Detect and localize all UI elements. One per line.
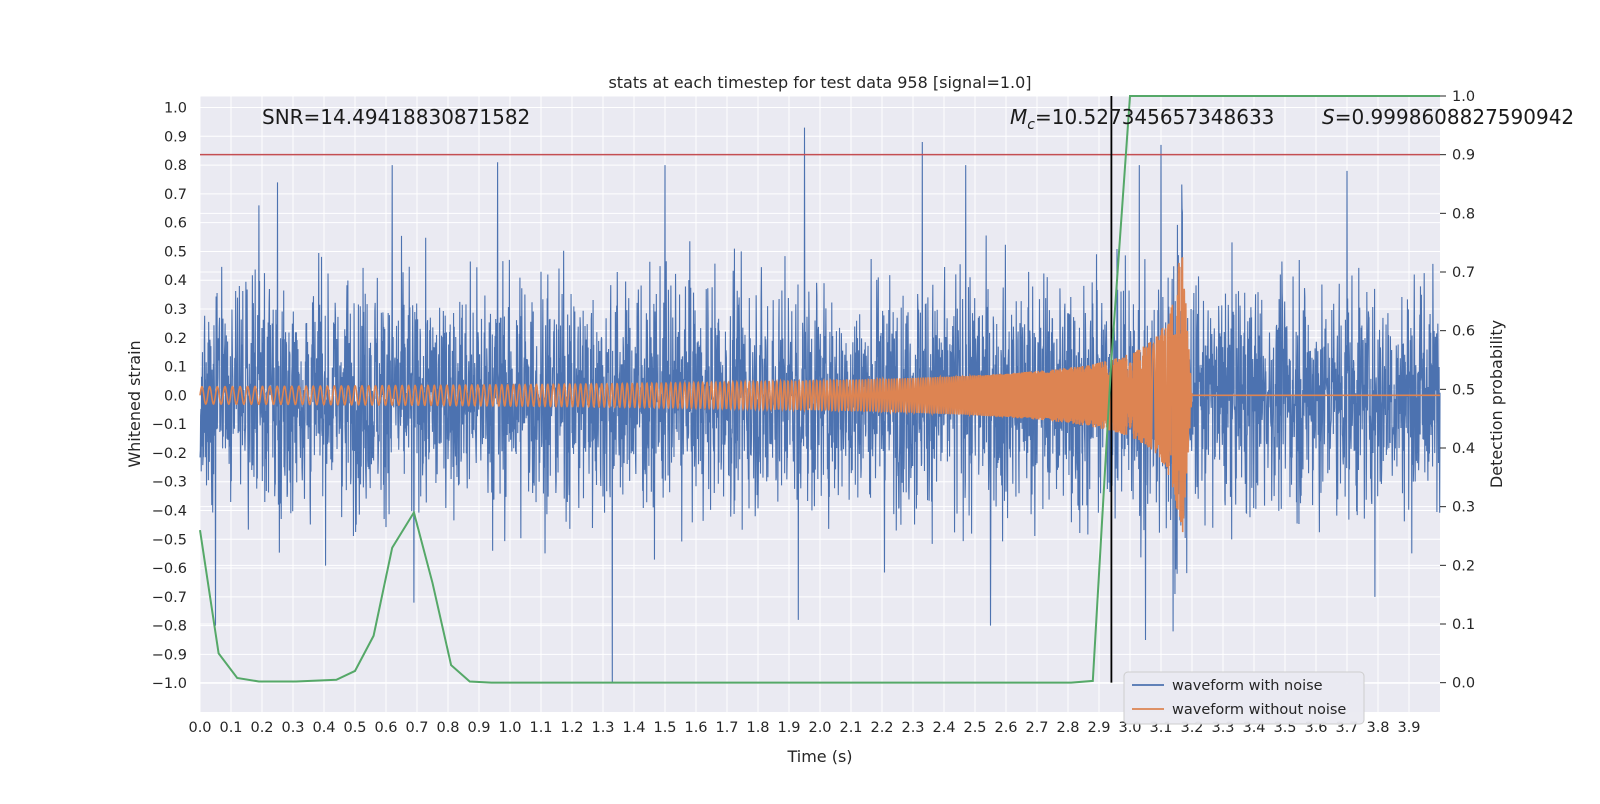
score-annotation: S=0.9998608827590942 [1322,105,1574,129]
y-tick-label: −1.0 [152,676,187,692]
x-tick-label: 1.8 [746,720,769,736]
x-tick-label: 0.2 [250,720,273,736]
y-tick-label: 0.5 [164,244,187,260]
x-tick-label: 0.3 [281,720,304,736]
y2-tick-label: 0.1 [1452,617,1475,633]
x-tick-label: 0.4 [312,720,335,736]
chirp-mass-value: =10.527345657348633 [1035,105,1274,129]
x-axis-label: Time (s) [786,747,852,766]
x-tick-label: 2.4 [932,720,955,736]
x-tick-label: 0.7 [405,720,428,736]
y-tick-label: 0.3 [164,302,187,318]
y-tick-label: −0.9 [152,647,187,663]
x-tick-label: 0.0 [188,720,211,736]
series-waveform-without-noise [199,257,1440,533]
x-tick-label: 2.5 [963,720,986,736]
y-tick-label: −0.2 [152,446,187,462]
x-tick-label: 2.8 [1056,720,1079,736]
x-tick-label: 1.7 [715,720,738,736]
score-value: =0.9998608827590942 [1335,105,1574,129]
x-tick-label: 0.8 [436,720,459,736]
chirp-mass-subscript: c [1027,117,1035,133]
x-tick-label: 1.0 [498,720,521,736]
x-tick-label: 2.3 [901,720,924,736]
y2-tick-label: 0.2 [1452,558,1475,574]
clean-waveform-line [199,257,1440,533]
series-detection-probability [199,95,1440,684]
x-tick-label: 1.5 [653,720,676,736]
snr-annotation: SNR=14.49418830871582 [262,105,530,129]
legend: waveform with noise waveform without noi… [1123,671,1365,725]
y-tick-label: −0.1 [152,417,187,433]
x-tick-label: 2.2 [870,720,893,736]
legend-label-noise: waveform with noise [1172,678,1323,694]
y2-tick-label: 0.0 [1452,676,1475,692]
x-tick-label: 0.5 [343,720,366,736]
x-tick-label: 0.9 [467,720,490,736]
x-tick-label: 1.4 [622,720,645,736]
legend-box [1123,671,1365,725]
chirp-mass-annotation: Mc=10.527345657348633 [1010,105,1274,133]
x-tick-label: 2.6 [994,720,1017,736]
y-tick-label: 0.4 [164,273,187,289]
x-tick-label: 1.9 [777,720,800,736]
y-tick-label: 0.1 [164,360,187,376]
y-tick-label: −0.5 [152,532,187,548]
y2-tick-label: 0.6 [1452,324,1475,340]
score-symbol: S [1322,105,1335,129]
x-tick-label: 2.7 [1025,720,1048,736]
x-tick-label: 3.9 [1397,720,1420,736]
x-tick-label: 2.1 [839,720,862,736]
legend-label-clean: waveform without noise [1172,702,1346,718]
x-tick-label: 1.6 [684,720,707,736]
y2-tick-labels: 0.0 0.1 0.2 0.3 0.4 0.5 0.6 0.7 0.8 0.9 1.0 [1440,89,1475,692]
y-tick-label: 0.7 [164,187,187,203]
y-tick-label: −0.8 [152,619,187,635]
x-tick-label: 1.2 [560,720,583,736]
y-tick-label: −0.7 [152,590,187,606]
y2-tick-label: 0.3 [1452,500,1475,516]
y-tick-label: 0.6 [164,216,187,232]
y-tick-labels: 1.0 0.9 0.8 0.7 0.6 0.5 0.4 0.3 0.2 0.1 0.0 −0.1 −0.… [152,101,187,693]
chart-title: stats at each timestep for test data 958… [608,73,1031,92]
series-waveform-with-noise [199,127,1441,684]
y-tick-label: 0.9 [164,129,187,145]
y2-tick-label: 0.5 [1452,382,1475,398]
y-tick-label: −0.3 [152,475,187,491]
y-tick-label: −0.4 [152,504,187,520]
y-tick-label: 1.0 [164,101,187,117]
x-tick-label: 2.9 [1087,720,1110,736]
noise-waveform-line [199,127,1441,684]
y-tick-label: 0.2 [164,331,187,347]
x-tick-label: 3.8 [1366,720,1389,736]
x-tick-label: 0.6 [374,720,397,736]
y-axis-label: Whitened strain [125,340,144,467]
y2-tick-label: 0.4 [1452,441,1475,457]
y2-tick-label: 0.7 [1452,265,1475,281]
y2-tick-label: 0.8 [1452,206,1475,222]
y-tick-label: 0.8 [164,158,187,174]
x-tick-label: 2.0 [808,720,831,736]
detection-probability-line [199,95,1440,684]
y-tick-label: 0.0 [164,388,187,404]
y2-tick-label: 0.9 [1452,148,1475,164]
y2-tick-label: 1.0 [1452,89,1475,105]
y-tick-label: −0.6 [152,561,187,577]
chirp-mass-symbol: M [1010,105,1027,129]
x-tick-label: 1.1 [529,720,552,736]
x-tick-label: 0.1 [219,720,242,736]
y2-axis-label: Detection probability [1487,320,1506,488]
x-tick-label: 1.3 [591,720,614,736]
